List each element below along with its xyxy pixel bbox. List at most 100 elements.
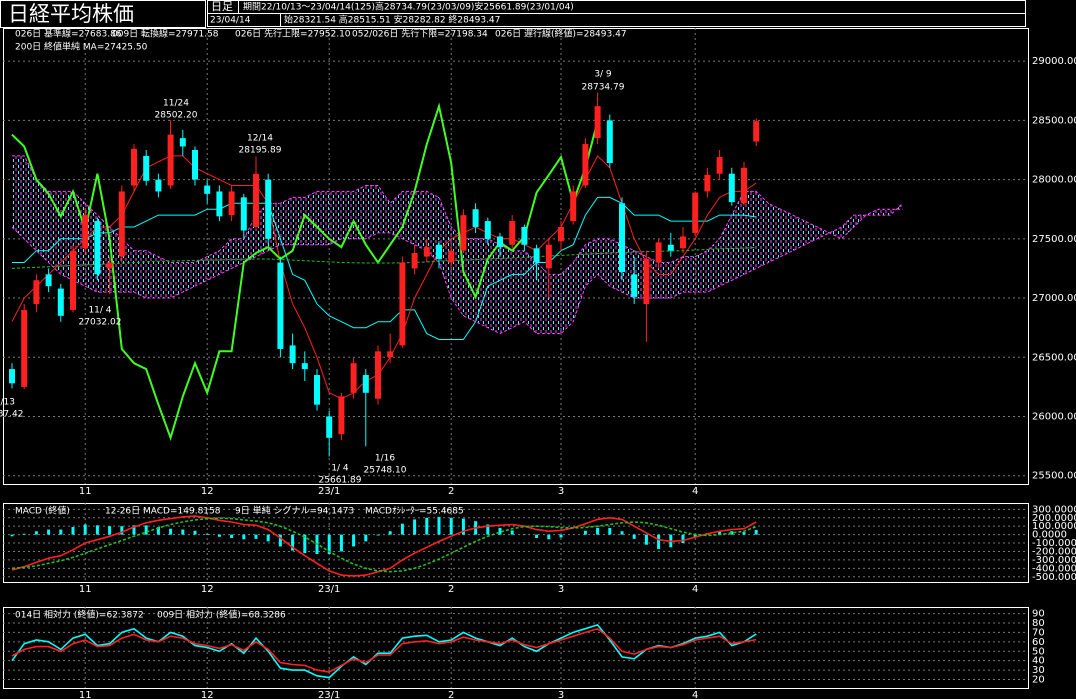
candle-body (314, 375, 320, 405)
histogram-bar (449, 517, 453, 535)
candle-body (643, 258, 650, 304)
candle-body (655, 242, 662, 263)
candle-body (106, 262, 113, 269)
candle-body (582, 144, 589, 186)
annotation-price: 25748.10 (364, 466, 407, 476)
candle-body (472, 209, 479, 227)
series-line (11, 623, 757, 679)
annotation-price: 28195.89 (239, 146, 282, 156)
x-tick-label: 3 (558, 690, 564, 699)
histogram-bar (620, 531, 624, 535)
legend-entry: 026日 基準線=27683.86 (15, 28, 122, 40)
histogram-bar (730, 531, 734, 535)
candle-body (667, 244, 674, 251)
candle-body (240, 197, 247, 231)
candle-body (570, 191, 577, 222)
legend-entry: 9日 単純 シグナル=94.1473 (235, 505, 354, 517)
annotation-date: 11/ 4 (88, 306, 111, 316)
histogram-bar (339, 534, 343, 552)
y-tick-label: -300.0000 (1032, 555, 1076, 566)
annotation-price: 28734.79 (582, 83, 625, 93)
candle-body (692, 192, 699, 233)
histogram-bar (498, 527, 502, 535)
annotation-date: 1/ 4 (331, 464, 349, 474)
x-tick-label: 12 (201, 690, 214, 699)
candle-body (204, 185, 211, 194)
candle-body (326, 416, 333, 438)
legend-entry: 026日 先行上限=27952.10 (235, 28, 351, 40)
histogram-bar (230, 534, 234, 538)
candle-body (70, 250, 76, 310)
x-tick-label: 11 (79, 584, 92, 595)
y-tick-label: 40 (1032, 656, 1045, 667)
legend-entry: MACDｵｼﾚｰﾀｰ=55.4685 (365, 506, 464, 517)
candle-body (265, 179, 272, 239)
legend-entry: 009日 転換線=27971.58 (112, 28, 219, 40)
cloud-fill (12, 155, 903, 334)
y-tick-label: 200.0000 (1032, 513, 1076, 524)
x-tick-label: 2 (448, 486, 454, 497)
annotation-date: 1/16 (375, 454, 395, 464)
y-tick-label: 28000.000 (1032, 175, 1076, 186)
series-line (11, 517, 757, 573)
histogram-bar (266, 534, 270, 542)
histogram-bar (425, 517, 429, 535)
candle-body (411, 253, 418, 269)
series-line (11, 155, 757, 400)
histogram-bar (461, 518, 465, 535)
y-tick-label: 30 (1032, 665, 1045, 676)
histogram-bar (254, 534, 258, 539)
annotation-date: 12/14 (247, 134, 273, 144)
histogram-bar (144, 525, 148, 535)
candle-body (82, 215, 89, 249)
candle-body (728, 173, 735, 203)
histogram-bar (583, 530, 587, 535)
x-tick-label: 23/1 (318, 690, 340, 699)
histogram-bar (303, 534, 307, 554)
candle-body (253, 173, 259, 227)
y-tick-label: 90 (1032, 609, 1045, 620)
legend-entry: 052/026日 先行下限=27198.34 (352, 28, 488, 40)
histogram-bar (388, 531, 392, 535)
candle-body (594, 106, 601, 139)
y-tick-label: 70 (1032, 627, 1045, 638)
histogram-bar (327, 534, 331, 555)
histogram-bar (156, 527, 160, 535)
legend-entry: 014日 相対力 (終値)=62.3872 (15, 609, 144, 621)
candle-body (436, 244, 442, 259)
histogram-bar (95, 525, 99, 535)
y-tick-label: -500.0000 (1032, 572, 1076, 583)
histogram-bar (181, 529, 185, 535)
histogram-bar (742, 532, 746, 535)
candle-body (21, 309, 28, 387)
candle-body (45, 274, 52, 287)
histogram-bar (608, 527, 612, 535)
candle-body (179, 138, 186, 147)
y-tick-label: -400.0000 (1032, 563, 1076, 574)
histogram-bar (59, 529, 63, 535)
histogram-bar (486, 524, 490, 535)
candle-body (228, 191, 235, 216)
candle-body (399, 262, 406, 346)
histogram-bar (657, 534, 661, 549)
candle-body (521, 226, 528, 245)
histogram-bar (437, 516, 441, 535)
y-tick-label: 20 (1032, 675, 1045, 686)
candle-body (33, 280, 40, 304)
candle-body (338, 396, 345, 435)
series-line (11, 627, 757, 673)
histogram-bar (83, 524, 87, 535)
annotation-date: 10/13 (0, 398, 15, 408)
candle-body (143, 155, 150, 181)
candle-body (167, 134, 174, 186)
histogram-bar (193, 530, 197, 535)
y-tick-label: 26500.000 (1032, 352, 1076, 363)
histogram-bar (71, 527, 75, 535)
histogram-bar (278, 534, 282, 547)
candle-body (387, 351, 394, 358)
x-tick-label: 4 (692, 690, 698, 699)
histogram-bar (34, 531, 38, 535)
x-tick-label: 12 (201, 584, 214, 595)
x-tick-label: 3 (558, 584, 564, 595)
